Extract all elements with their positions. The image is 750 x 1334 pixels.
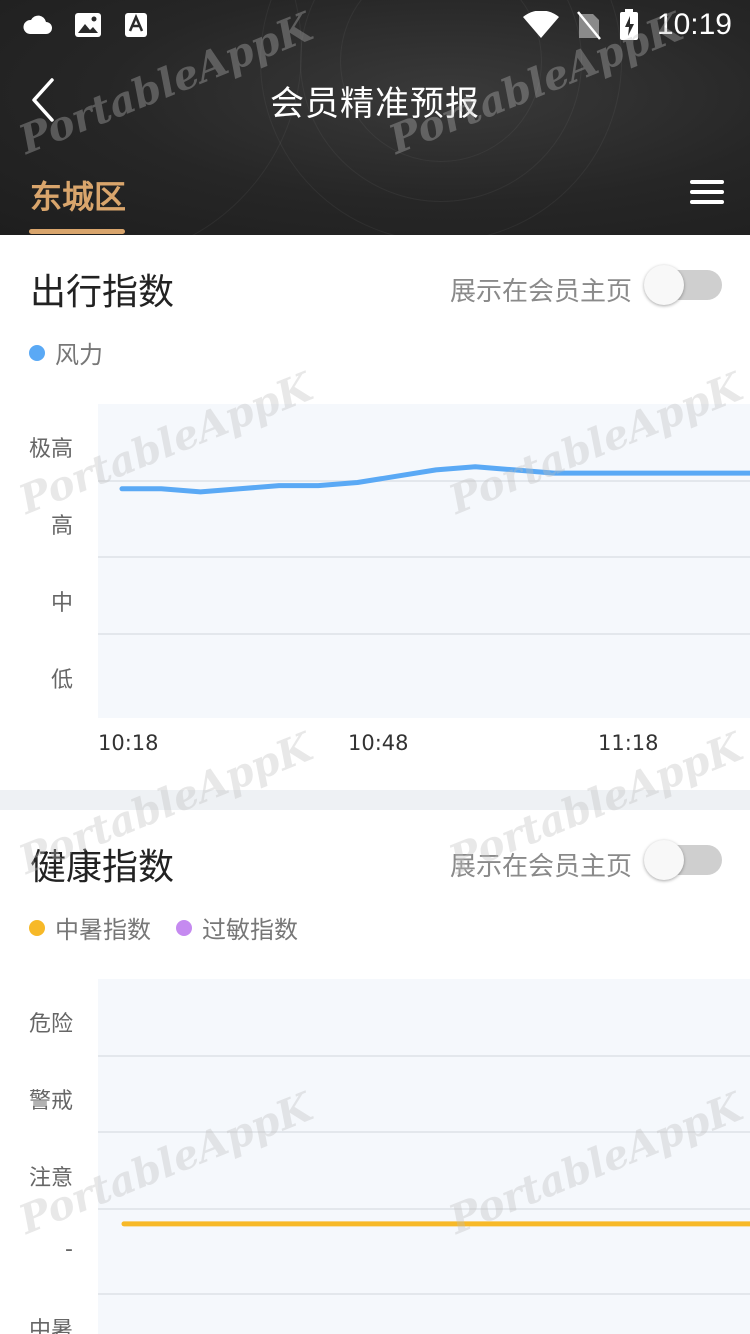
legend-label: 中暑指数 [55,916,151,944]
district-tab-indicator [29,229,125,234]
y-axis-label: 注意 [28,1166,73,1191]
toggle-knob [644,840,684,880]
series-line-风力 [119,464,750,495]
y-axis-label: 中 [50,591,73,616]
toggle-label: 展示在会员主页 [450,277,633,307]
gridline [98,1055,750,1057]
menu-icon-bar [690,180,724,184]
header-banner: 10:19 会员精准预报 东城区 [0,0,750,235]
chevron-left-icon [32,78,54,122]
y-axis-label: 危险 [28,1012,73,1037]
menu-button[interactable] [690,180,724,206]
gridline [98,1293,750,1295]
legend-dot [176,919,192,936]
toggle-knob [644,265,684,305]
y-axis-label: 低 [50,668,73,693]
show-on-homepage-toggle[interactable] [644,265,722,305]
y-axis-label: 警戒 [28,1089,73,1114]
legend-item: 过敏指数 [176,910,298,945]
legend-label: 风力 [55,341,103,369]
y-axis-label: 高 [50,514,73,539]
show-on-homepage-toggle[interactable] [644,840,722,880]
legend-dot [29,344,45,361]
travel-index-title: 出行指数 [30,272,175,313]
image-icon [75,13,101,37]
no-sim-icon [576,11,601,40]
wind-line-plot [119,464,750,495]
health-index-title: 健康指数 [30,847,175,888]
cloud-icon [23,15,52,34]
y-axis-label: 中暑 [28,1318,73,1334]
toggle-label: 展示在会员主页 [450,852,633,882]
section-divider [0,790,750,810]
legend-item: 中暑指数 [29,910,151,945]
menu-icon-bar [690,190,724,194]
battery-charging-icon [619,9,638,40]
gridline [98,1131,750,1133]
y-axis-label: 极高 [28,437,73,462]
x-axis-label: 10:18 [98,731,159,755]
gridline [98,556,750,558]
wind-chart [98,404,750,718]
gridline [98,480,750,482]
menu-icon-bar [690,200,724,204]
district-tab[interactable]: 东城区 [30,178,127,216]
health-index-card: 健康指数 展示在会员主页 中暑指数 过敏指数 危险 警戒 注意 - 中暑 [0,810,750,1334]
health-line-plot [121,1221,750,1227]
status-time: 10:19 [656,8,732,41]
font-icon [125,13,147,37]
gridline [98,1208,750,1210]
x-axis-label: 11:18 [598,731,659,755]
x-axis-label: 10:48 [348,731,409,755]
legend-dot [29,919,45,936]
page-title: 会员精准预报 [270,84,480,124]
status-bar: 10:19 [0,0,750,52]
health-chart [98,979,750,1334]
travel-index-card: 出行指数 展示在会员主页 风力 极高 高 中 低 10:18 10:48 11:… [0,235,750,790]
gridline [98,633,750,635]
legend-label: 过敏指数 [202,916,298,944]
back-button[interactable] [22,74,70,126]
wifi-icon [522,11,559,38]
y-axis-label: - [65,1237,73,1262]
legend-item: 风力 [29,335,103,370]
